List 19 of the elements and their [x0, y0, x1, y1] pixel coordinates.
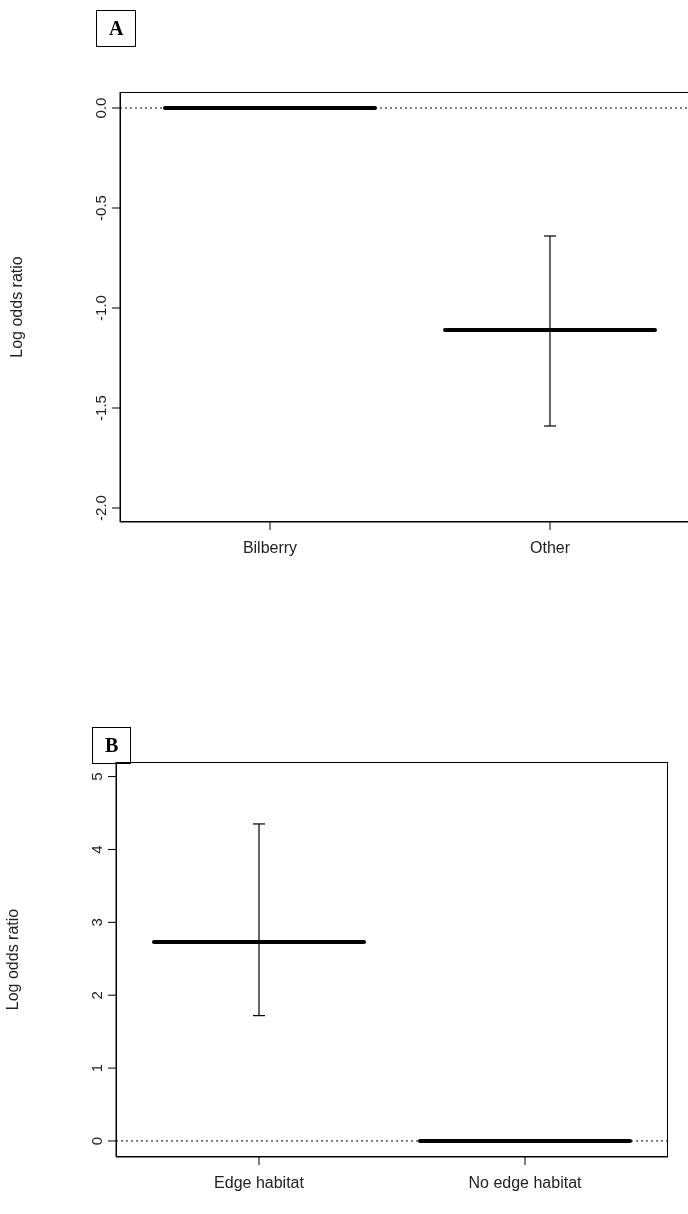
y-tick-label: 0: [88, 1136, 105, 1146]
x-tick-label: Edge habitat: [214, 1174, 305, 1192]
y-tick-label: 0.0: [92, 97, 109, 119]
y-tick-label: 1: [88, 1063, 105, 1073]
x-tick-label: Other: [529, 539, 571, 557]
x-tick-label: Bilberry: [242, 539, 298, 557]
y-tick-label: 4: [88, 845, 105, 854]
y-tick-label: 5: [88, 772, 105, 781]
chart-title: B: [92, 727, 132, 764]
y-tick-label: 3: [88, 918, 105, 927]
y-tick-label: -2.0: [92, 495, 109, 521]
y-tick-label: -0.5: [92, 195, 109, 221]
y-tick-label: -1.0: [92, 295, 109, 321]
chart-title: A: [96, 10, 137, 47]
y-tick-label: 2: [88, 991, 105, 1000]
y-axis-title: Log odds ratio: [3, 908, 21, 1011]
y-axis-title: Log odds ratio: [7, 256, 25, 358]
x-tick-label: No edge habitat: [468, 1174, 583, 1192]
y-tick-label: -1.5: [92, 395, 109, 421]
